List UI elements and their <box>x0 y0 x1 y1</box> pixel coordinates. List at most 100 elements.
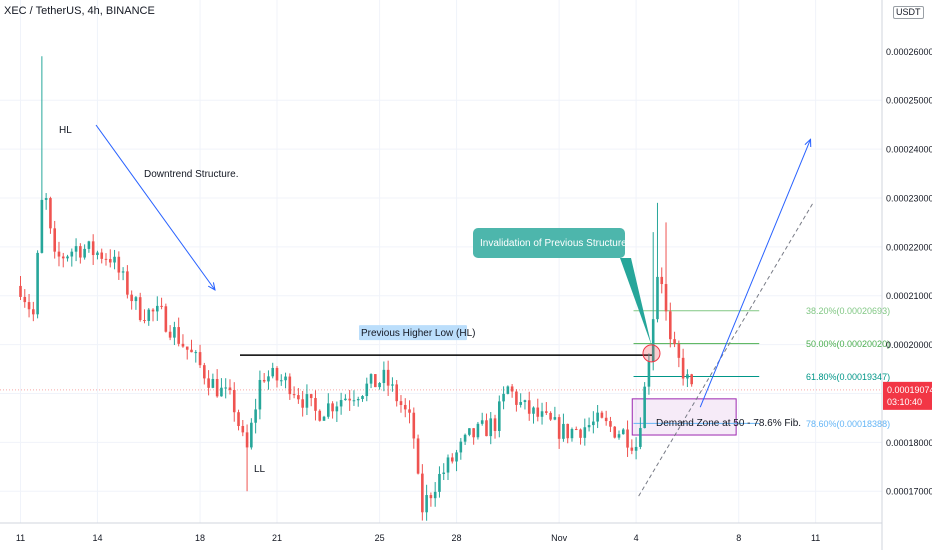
candle-body <box>579 429 582 438</box>
candle-body <box>438 473 441 492</box>
candle-body <box>207 378 210 388</box>
price-axis-tick-label: 0.00018000 <box>886 438 932 448</box>
candle-body <box>104 258 108 260</box>
candle-body <box>634 446 638 451</box>
currency-unit-button[interactable]: USDT <box>893 6 924 19</box>
candle-body <box>498 401 501 431</box>
candle-body <box>61 256 65 259</box>
price-axis-tick-label: 0.00021000 <box>886 291 932 301</box>
candle-body <box>450 457 454 462</box>
candle-body <box>502 393 505 402</box>
candle-body <box>151 309 155 312</box>
candle-body <box>134 297 138 302</box>
candle-body <box>536 407 540 417</box>
candle-body <box>314 398 317 411</box>
time-axis-tick-label: Nov <box>551 533 568 543</box>
candle-body <box>391 384 394 386</box>
price-axis-tick-label: 0.00024000 <box>886 145 932 155</box>
candle-body <box>378 383 381 388</box>
candle-body <box>425 495 428 513</box>
time-axis-tick-label: 21 <box>272 533 282 543</box>
fib-level-label: 61.80%(0.00019347) <box>806 372 890 382</box>
candle-body <box>506 386 510 394</box>
candle-body <box>681 357 685 379</box>
candle-body <box>262 379 266 382</box>
fib-level-label: 38.20%(0.00020693) <box>806 306 890 316</box>
candle-body <box>87 241 91 249</box>
candle-body <box>203 365 206 379</box>
candle-body <box>429 495 433 499</box>
ll-label: LL <box>254 464 266 475</box>
price-axis-tick-label: 0.00017000 <box>886 487 932 497</box>
downtrend-arrow <box>95 124 215 290</box>
candle-body <box>690 374 693 385</box>
candle-body <box>361 396 364 400</box>
candle-body <box>399 401 403 405</box>
invalidation-circle <box>642 344 661 363</box>
previous-hl-label: Previous Higher Low (HL) <box>361 328 476 339</box>
candle-body <box>57 251 61 257</box>
candle-body <box>339 400 343 407</box>
candle-body <box>27 302 31 310</box>
downtrend-label: Downtrend Structure. <box>144 169 239 180</box>
price-axis-tick-label: 0.00023000 <box>886 193 932 203</box>
candle-body <box>532 407 535 414</box>
candle-body <box>553 417 557 420</box>
candle-body <box>215 378 219 397</box>
candle-body <box>669 311 672 340</box>
candle-body <box>250 422 253 448</box>
candle-body <box>656 276 659 320</box>
candle-body <box>664 284 668 312</box>
chart-title: XEC / TetherUS, 4h, BINANCE <box>4 5 155 17</box>
candle-body <box>292 394 296 396</box>
candle-body <box>369 374 373 384</box>
candle-body <box>446 457 450 473</box>
candle-body <box>284 376 287 381</box>
candle-body <box>305 394 309 408</box>
candle-body <box>647 361 651 387</box>
candle-body <box>686 374 689 379</box>
candle-body <box>386 369 390 386</box>
candle-body <box>168 331 172 338</box>
candle-body <box>510 386 514 392</box>
candle-body <box>156 305 159 312</box>
candle-body <box>566 423 569 439</box>
candle-body <box>198 352 202 366</box>
candle-body <box>408 409 411 413</box>
candle-body <box>630 447 634 451</box>
candle-body <box>241 426 245 433</box>
candle-body <box>322 416 326 421</box>
candle-body <box>639 428 642 447</box>
time-axis-tick-label: 18 <box>195 533 205 543</box>
candle-body <box>23 296 27 303</box>
candle-body <box>463 434 467 442</box>
candle-body <box>160 305 163 307</box>
candle-body <box>279 380 283 382</box>
candle-body <box>617 434 621 438</box>
price-tag-countdown: 03:10:40 <box>887 397 922 407</box>
candle-body <box>416 438 420 474</box>
candle-body <box>331 403 334 412</box>
candle-body <box>79 246 82 258</box>
candle-body <box>660 276 664 285</box>
demand-zone-box <box>631 398 737 436</box>
candle-body <box>228 387 232 390</box>
time-axis-tick-label: 14 <box>92 533 102 543</box>
price-tag-value: 0.00019074 <box>887 385 932 395</box>
invalidation-pointer <box>620 258 652 346</box>
candle-body <box>596 412 599 422</box>
candle-body <box>489 418 493 437</box>
candle-body <box>583 427 587 438</box>
candle-body <box>523 400 527 403</box>
candle-body <box>232 389 236 413</box>
invalidation-callout-text: Invalidation of Previous Structure! <box>480 238 630 249</box>
candle-body <box>117 256 121 273</box>
candle-body <box>126 271 129 295</box>
candle-body <box>288 376 292 395</box>
candle-body <box>36 252 39 315</box>
candle-body <box>181 343 185 347</box>
candle-body <box>53 228 56 252</box>
fib-level-label: 78.60%(0.00018388) <box>806 419 890 429</box>
